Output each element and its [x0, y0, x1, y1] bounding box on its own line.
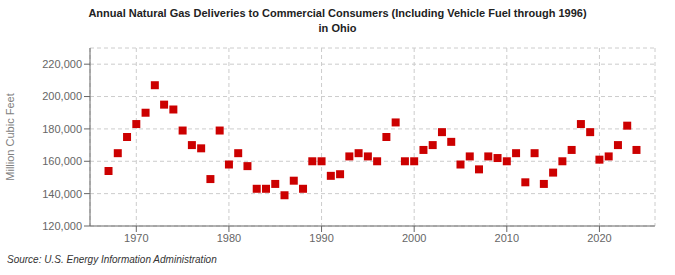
- svg-text:140,000: 140,000: [42, 188, 82, 200]
- html-text:Annual Natural Gas Deliveries: Annual Natural Gas Deliveries to Commerc…: [88, 7, 587, 19]
- svg-text:200,000: 200,000: [42, 90, 82, 102]
- svg-text:1980: 1980: [217, 232, 241, 244]
- html-text:Source: U.S. Energy Informatio: Source: U.S. Energy Information Administ…: [7, 254, 217, 265]
- svg-text:Million Cubic Feet: Million Cubic Feet: [8, 93, 16, 180]
- svg-text:2020: 2020: [587, 232, 611, 244]
- svg-text:180,000: 180,000: [42, 123, 82, 135]
- svg-text:160,000: 160,000: [42, 155, 82, 167]
- html-text:in Ohio: in Ohio: [318, 22, 357, 34]
- svg-text:1970: 1970: [124, 232, 148, 244]
- svg-text:120,000: 120,000: [42, 220, 82, 232]
- svg-text:220,000: 220,000: [42, 58, 82, 70]
- svg-text:2000: 2000: [402, 232, 426, 244]
- svg-text:2010: 2010: [495, 232, 519, 244]
- svg-text:1990: 1990: [309, 232, 333, 244]
